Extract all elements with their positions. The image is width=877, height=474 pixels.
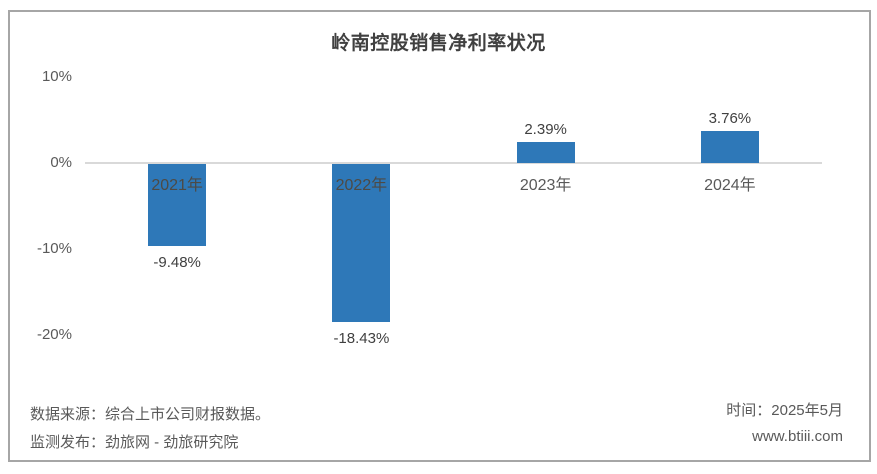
chart-frame-border xyxy=(8,10,871,462)
value-label: 2.39% xyxy=(524,121,567,139)
bar-2021年 xyxy=(148,164,207,246)
chart-title: 岭南控股销售净利率状况 xyxy=(331,33,546,54)
value-label: 3.76% xyxy=(708,109,752,127)
y-tick-label: 10% xyxy=(41,68,72,85)
bar-2023年 xyxy=(516,142,575,163)
zero-axis-line xyxy=(85,162,822,164)
category-label: 2024年 xyxy=(704,177,756,194)
category-label: 2023年 xyxy=(519,177,572,194)
publisher-text: 监测发布：劲旅网 - 劲旅研究院 xyxy=(30,434,239,451)
y-tick-label: -10% xyxy=(36,240,72,257)
report-time-text: 时间：2025年5月 xyxy=(726,402,843,419)
value-label: -9.48% xyxy=(153,253,201,271)
bar-2022年 xyxy=(332,164,391,323)
y-tick-label: 0% xyxy=(50,154,72,171)
footer-left: 数据来源：综合上市公司财报数据。 监测发布：劲旅网 - 劲旅研究院 xyxy=(30,401,270,457)
footer-right: 时间：2025年5月 www.btiii.com xyxy=(726,398,843,450)
value-label: -18.43% xyxy=(333,330,390,348)
bar-2024年 xyxy=(700,130,759,163)
data-source-text: 数据来源：综合上市公司财报数据。 xyxy=(30,406,271,423)
category-label: 2021年 xyxy=(151,177,203,194)
y-tick-label: -20% xyxy=(36,326,72,343)
website-text: www.btiii.com xyxy=(752,428,843,445)
category-label: 2022年 xyxy=(335,177,388,194)
